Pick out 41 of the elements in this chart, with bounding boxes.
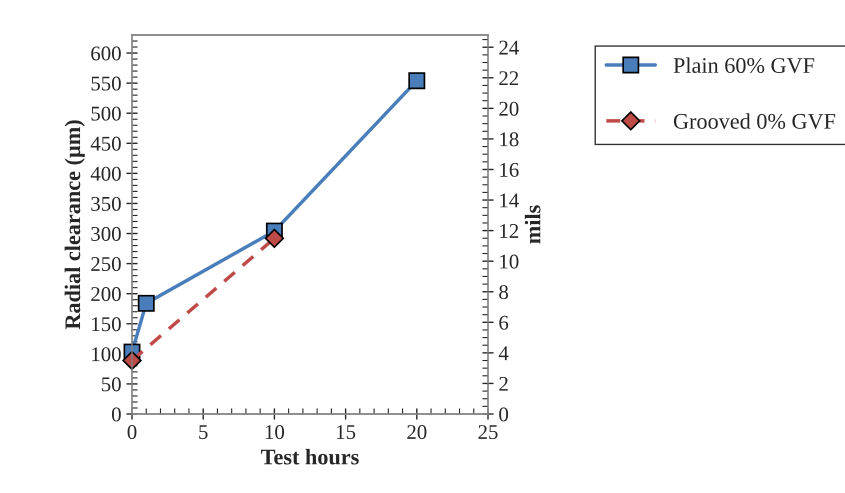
x-tick-label: 20 [407, 425, 426, 440]
y2-tick-label: 18 [500, 132, 518, 146]
point [122, 350, 142, 370]
y2-axis-title: mils [524, 205, 540, 244]
x-tick-label: 10 [266, 425, 284, 440]
y2-tick-label: 20 [499, 102, 518, 116]
y-tick-label: 450 [90, 136, 121, 151]
y-tick-label: 550 [92, 76, 121, 91]
y-tick-label: 150 [92, 317, 121, 332]
y-tick-label: 200 [91, 287, 121, 302]
x-tick-label: 0 [128, 425, 136, 440]
y-tick-label: 250 [91, 256, 121, 272]
y2-tick-label: 8 [499, 285, 508, 300]
y-tick-label: 600 [91, 46, 121, 60]
legend-label: Plain 60% GVF [674, 57, 814, 74]
y-axis-title: Radial clearance (µm) [64, 120, 85, 330]
point [264, 228, 284, 248]
point [408, 72, 426, 90]
legend-label: Grooved 0% GVF [674, 113, 836, 129]
y2-tick-label: 24 [499, 40, 519, 54]
y-tick-label: 0 [112, 407, 121, 422]
y2-tick-label: 2 [499, 376, 508, 391]
y2-tick-label: 10 [500, 254, 518, 269]
y-tick-label: 350 [91, 196, 121, 211]
y-tick-label: 100 [92, 347, 121, 362]
y-tick-label: 50 [102, 377, 121, 392]
x-tick-label: 25 [478, 425, 498, 440]
y2-tick-label: 6 [499, 316, 508, 330]
x-tick-label: 5 [199, 425, 208, 440]
y-tick-label: 300 [91, 226, 121, 241]
y2-tick-label: 12 [500, 224, 518, 238]
y-tick-label: 400 [90, 166, 121, 181]
y-tick-label: 500 [92, 106, 121, 121]
y2-tick-label: 0 [499, 407, 508, 422]
x-tick-label: 15 [337, 425, 356, 440]
x-axis-title: Test hours [261, 448, 359, 465]
y2-tick-label: 22 [499, 71, 518, 86]
y2-tick-label: 4 [498, 346, 509, 360]
y2-tick-label: 16 [500, 162, 519, 177]
y2-tick-label: 14 [500, 194, 519, 208]
point [138, 294, 155, 312]
